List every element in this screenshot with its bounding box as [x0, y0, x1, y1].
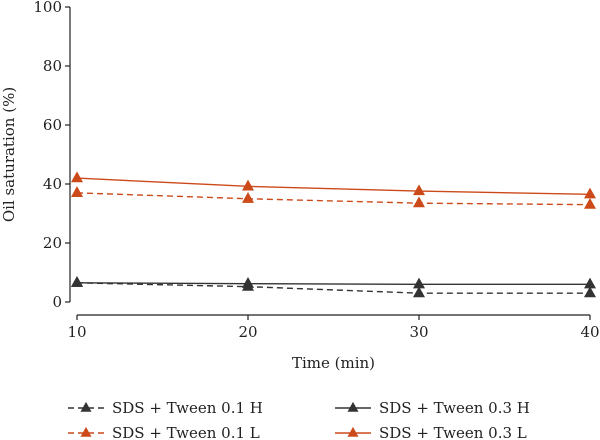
x-tick-label: 30: [409, 323, 428, 341]
legend-item: SDS + Tween 0.3 L: [335, 424, 527, 440]
series-4: [71, 171, 596, 199]
x-tick-label: 10: [67, 323, 86, 341]
y-tick-label: 80: [43, 57, 62, 75]
data-point-marker: [71, 276, 83, 287]
legend-triangle-marker: [347, 401, 359, 412]
x-tick-label: 40: [580, 323, 599, 341]
legend-label: SDS + Tween 0.3 L: [379, 424, 527, 440]
y-tick-label: 60: [43, 116, 62, 134]
x-axis-title: Time (min): [292, 354, 375, 372]
legend: SDS + Tween 0.1 H SDS + Tween 0.3 H SDS + …: [68, 399, 530, 440]
data-point-marker: [584, 187, 596, 199]
data-point-marker: [584, 277, 596, 289]
data-point-marker: [413, 184, 425, 196]
data-point-marker: [413, 277, 425, 289]
data-point-marker: [242, 277, 254, 288]
y-tick-label: 20: [43, 234, 62, 252]
data-point-marker: [584, 197, 596, 209]
legend-item: SDS + Tween 0.1 L: [68, 424, 260, 440]
data-point-marker: [413, 286, 425, 298]
data-point-marker: [242, 192, 254, 203]
y-axis-title: Oil saturation (%): [0, 87, 18, 222]
data-point-marker: [71, 186, 83, 197]
series-2: [71, 276, 596, 289]
data-point-marker: [242, 179, 254, 191]
series-line: [76, 282, 590, 294]
legend-item: SDS + Tween 0.3 H: [335, 399, 530, 417]
legend-label: SDS + Tween 0.1 H: [112, 399, 263, 417]
data-point-marker: [413, 196, 425, 208]
legend-label: SDS + Tween 0.3 H: [379, 399, 530, 417]
legend-triangle-marker: [80, 401, 92, 412]
y-tick-label: 100: [33, 0, 62, 16]
series-1: [71, 276, 596, 298]
series-line: [76, 192, 591, 206]
data-point-marker: [584, 286, 596, 298]
data-point-marker: [71, 171, 83, 183]
axes: [69, 7, 590, 316]
legend-triangle-marker: [80, 426, 92, 437]
ticks: 0 20 40 60 80 100 10 20 30 40: [33, 0, 599, 341]
y-tick-label: 40: [43, 175, 62, 193]
series: [71, 171, 596, 298]
legend-label: SDS + Tween 0.1 L: [112, 424, 260, 440]
legend-triangle-marker: [347, 426, 359, 437]
legend-item: SDS + Tween 0.1 H: [68, 399, 263, 417]
series-3: [71, 186, 596, 209]
series-line: [76, 282, 590, 285]
y-tick-label: 0: [52, 293, 62, 311]
x-tick-label: 20: [238, 323, 257, 341]
series-line: [76, 177, 591, 196]
